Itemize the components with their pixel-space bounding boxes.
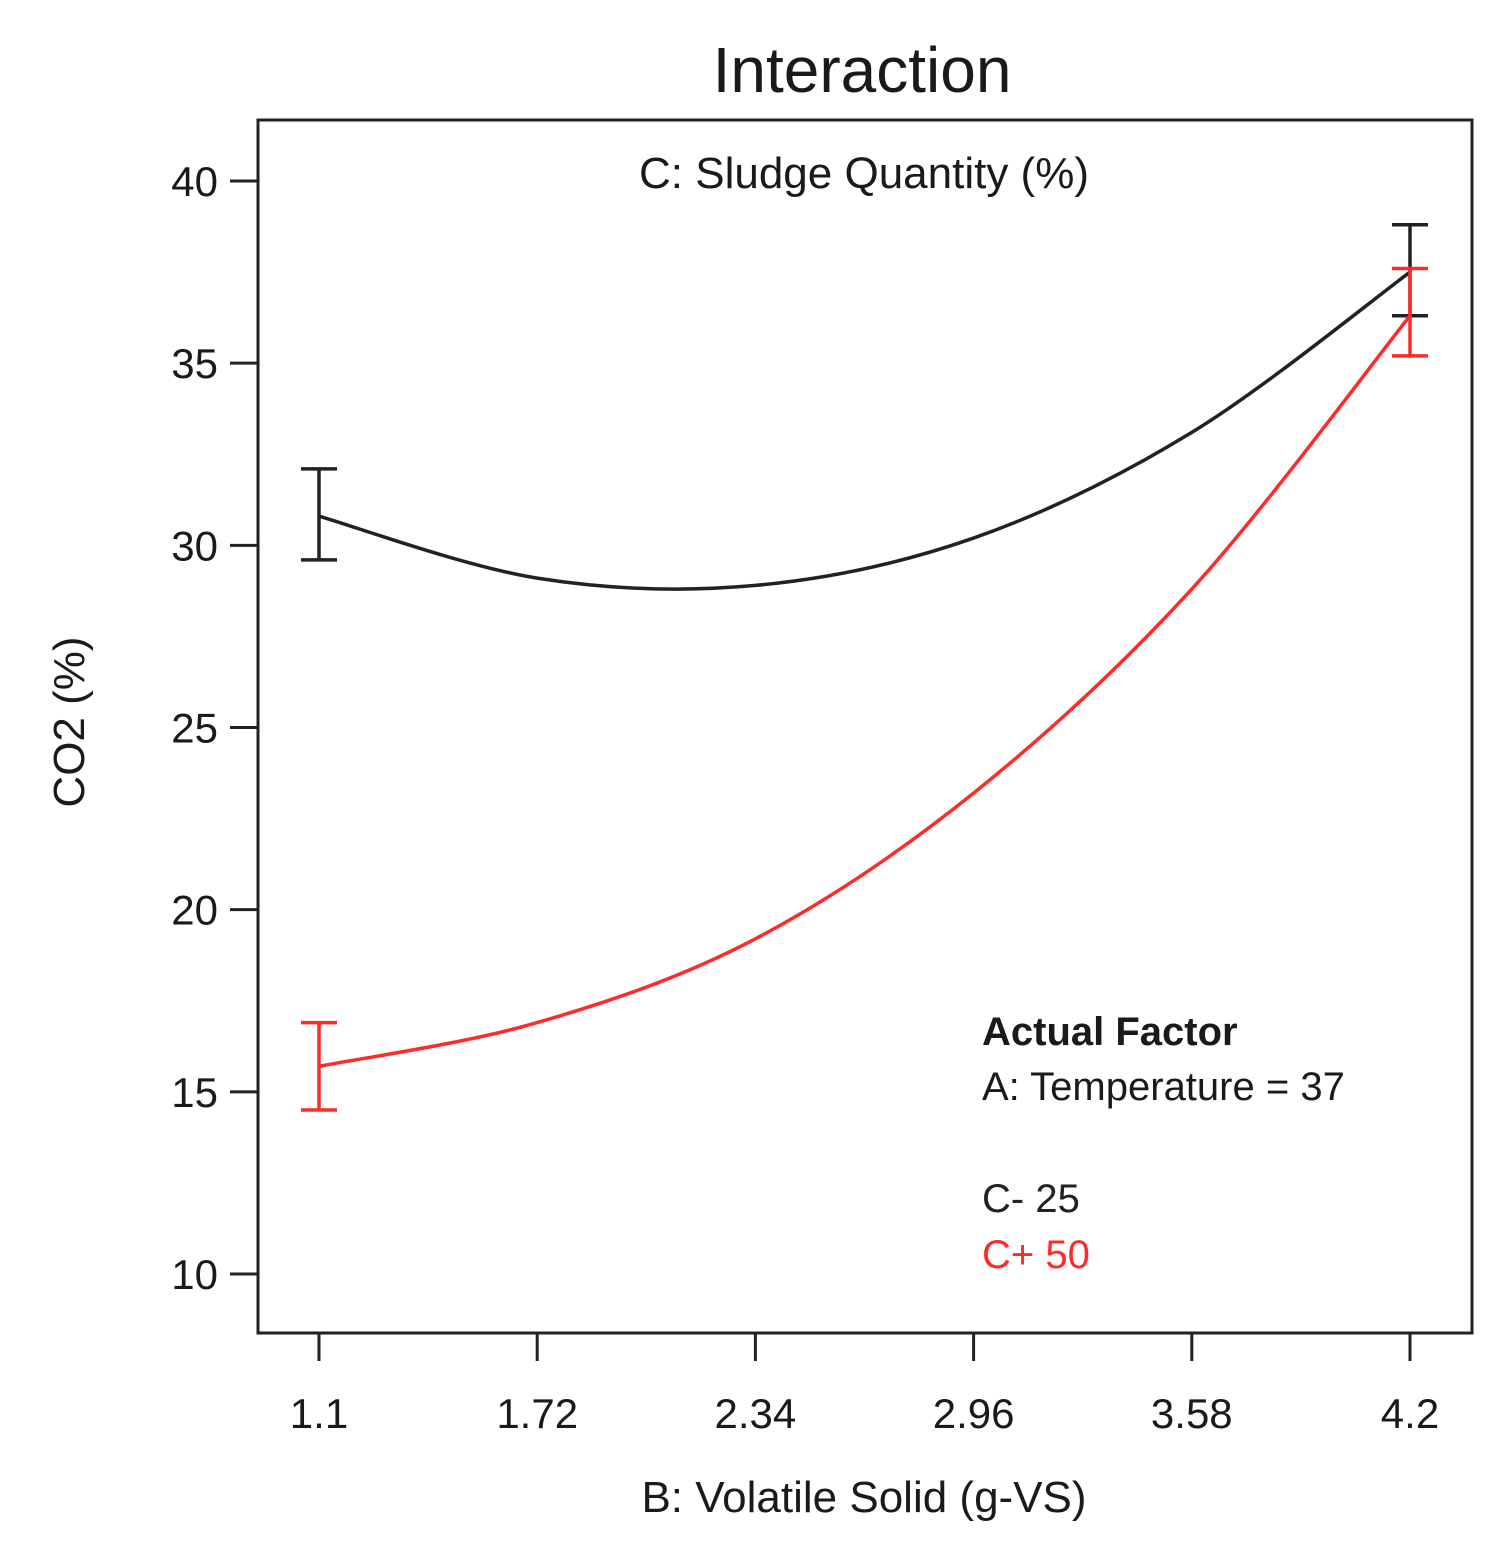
x-tick-label: 3.58: [1151, 1390, 1233, 1437]
chart-title: Interaction: [713, 34, 1012, 106]
x-axis-label: B: Volatile Solid (g-VS): [641, 1473, 1086, 1522]
y-tick-label: 35: [171, 340, 218, 387]
x-tick-label: 4.2: [1381, 1390, 1439, 1437]
x-axis: 1.1 1.72 2.34 2.96 3.58 4.2: [290, 1333, 1439, 1437]
error-bar: [301, 467, 337, 562]
y-axis: 10 15 20 25 30 35 40: [171, 158, 258, 1298]
x-tick-label: 1.72: [496, 1390, 578, 1437]
x-tick-label: 2.96: [933, 1390, 1015, 1437]
y-tick-label: 10: [171, 1251, 218, 1298]
chart-subtitle: C: Sludge Quantity (%): [639, 149, 1089, 198]
x-tick-label: 2.34: [715, 1390, 797, 1437]
legend-entry-c-minus: C- 25: [982, 1177, 1080, 1221]
legend: Actual Factor A: Temperature = 37 C- 25 …: [982, 1010, 1345, 1277]
y-tick-label: 40: [171, 158, 218, 205]
error-bar: [1392, 266, 1428, 358]
y-tick-label: 20: [171, 887, 218, 934]
plot-frame: [256, 118, 1474, 1335]
y-tick-label: 25: [171, 705, 218, 752]
y-tick-label: 30: [171, 522, 218, 569]
series-line-c-plus: [318, 314, 1412, 1069]
y-axis-label: CO2 (%): [45, 636, 94, 807]
error-bar: [301, 1020, 337, 1112]
legend-entry-c-plus: C+ 50: [982, 1233, 1090, 1277]
legend-factor-text: A: Temperature = 37: [982, 1065, 1345, 1109]
y-tick-label: 15: [171, 1069, 218, 1116]
legend-heading: Actual Factor: [982, 1010, 1238, 1054]
series-line-c-minus: [318, 270, 1412, 591]
x-tick-label: 1.1: [290, 1390, 348, 1437]
